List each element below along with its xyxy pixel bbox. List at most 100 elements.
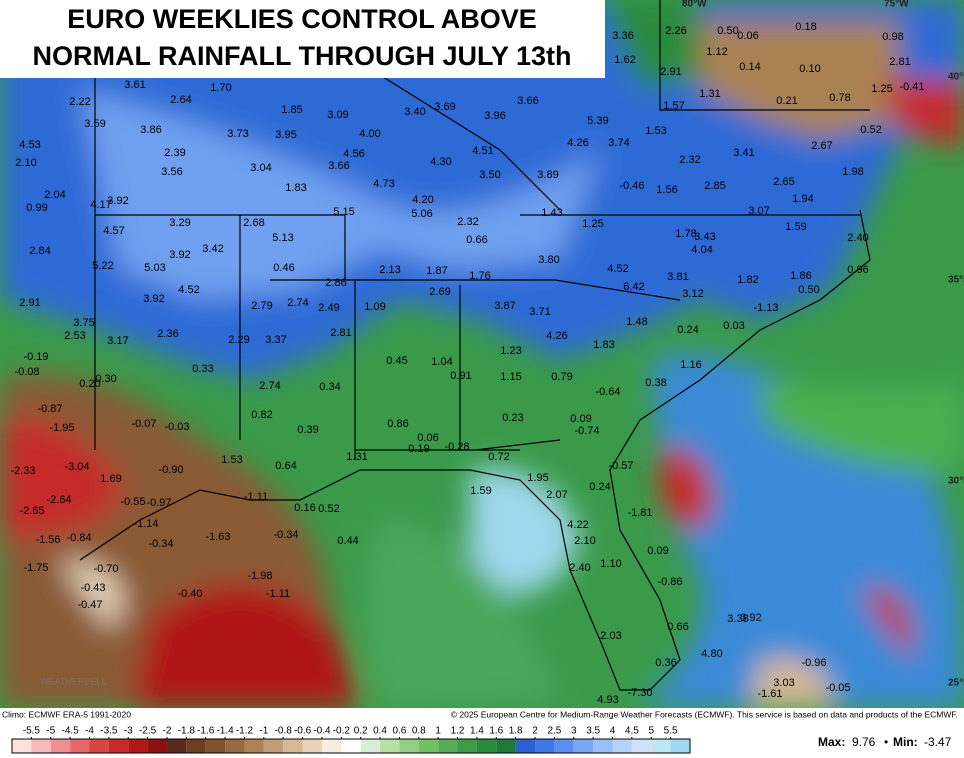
colorbar: -5.5 -5 -4.5 -4 -3.5 -3 -2.5 -2 -1.8 -1.6 -1.4 -1.2…	[11, 726, 691, 754]
value-label: 0.82	[251, 409, 272, 421]
value-label: -0.03	[164, 421, 189, 433]
value-label: -2.33	[10, 465, 35, 477]
value-label: -0.08	[14, 366, 39, 378]
value-label: 1.83	[593, 339, 614, 351]
value-label: -1.13	[753, 302, 778, 314]
value-label: 4.73	[373, 178, 394, 190]
colorbar-label: -5.5	[23, 726, 41, 737]
value-label: 1.87	[426, 265, 447, 277]
colorbar-swatch	[205, 739, 226, 753]
value-label: 2.69	[429, 286, 450, 298]
value-label: 0.24	[677, 324, 698, 336]
value-label: -0.87	[37, 403, 62, 415]
value-label: 5.39	[587, 115, 608, 127]
value-label: 0.33	[192, 363, 213, 375]
colorbar-swatch	[89, 739, 109, 753]
value-label: 3.40	[404, 106, 425, 118]
value-label: -0.86	[657, 576, 682, 588]
value-label: 0.39	[297, 424, 318, 436]
value-label: 2.67	[811, 140, 832, 152]
value-label: 1.31	[699, 88, 720, 100]
value-label: 3.38	[727, 613, 748, 625]
value-label: 0.03	[723, 320, 744, 332]
value-label: 0.36	[655, 657, 676, 669]
value-label: 0.18	[795, 21, 816, 33]
value-label: 1.83	[285, 182, 306, 194]
value-label: 3.95	[275, 129, 296, 141]
colorbar-swatch	[476, 739, 497, 753]
colorbar-swatch	[535, 739, 555, 753]
value-label: 2.68	[243, 217, 264, 229]
min-label: Min:	[893, 735, 918, 749]
separator: •	[884, 735, 888, 749]
value-label: 5.15	[333, 206, 354, 218]
colorbar-swatch	[554, 739, 574, 753]
colorbar-label: 1	[435, 726, 441, 737]
value-label: 4.56	[343, 148, 364, 160]
value-label: -1.56	[35, 534, 60, 546]
colorbar-swatch	[651, 739, 671, 753]
value-label: 2.36	[157, 328, 178, 340]
value-label: 3.92	[740, 612, 761, 624]
colorbar-label: 3.5	[586, 726, 600, 737]
colorbar-swatch	[166, 739, 187, 753]
colorbar-swatch	[70, 739, 90, 753]
value-label: 2.64	[170, 94, 191, 106]
value-label: 0.52	[318, 503, 339, 515]
value-label: 3.03	[773, 677, 794, 689]
value-label: 4.52	[607, 263, 628, 275]
value-label: 0.23	[502, 412, 523, 424]
value-label: 0.50	[717, 25, 738, 37]
value-label: 1.53	[645, 125, 666, 137]
colorbar-swatch	[612, 739, 632, 753]
value-label: 4.30	[430, 156, 451, 168]
value-label: 2.13	[379, 264, 400, 276]
value-label: -0.64	[595, 386, 620, 398]
value-label: 3.36	[612, 30, 633, 42]
colorbar-swatch	[380, 739, 400, 753]
value-label: 2.79	[251, 300, 272, 312]
colorbar-label: -1.8	[178, 726, 196, 737]
value-label: 0.16	[294, 502, 315, 514]
value-label: 4.20	[412, 194, 433, 206]
colorbar-swatch	[147, 739, 167, 753]
value-label: 3.56	[161, 166, 182, 178]
value-label: 1.78	[675, 228, 696, 240]
value-label: 1.94	[792, 193, 813, 205]
value-label: 2.22	[69, 96, 90, 108]
value-label: 4.51	[472, 145, 493, 157]
colorbar-swatch	[321, 739, 342, 753]
colorbar-swatch	[12, 739, 32, 753]
value-label: 0.99	[26, 202, 47, 214]
value-label: 0.86	[387, 418, 408, 430]
colorbar-swatch	[263, 739, 284, 753]
value-label: 2.53	[64, 330, 85, 342]
value-label: 1.15	[500, 371, 521, 383]
value-label: 0.30	[95, 373, 116, 385]
value-label: -0.96	[801, 657, 826, 669]
value-label: 1.25	[871, 83, 892, 95]
value-label: 3.42	[202, 243, 223, 255]
value-label: 1.09	[364, 301, 385, 313]
colorbar-swatch	[186, 739, 206, 753]
colorbar-label: 0.2	[354, 726, 368, 737]
value-label: -1.98	[247, 570, 272, 582]
value-label: 0.19	[408, 443, 429, 455]
colorbar-frame	[11, 738, 691, 754]
value-label: 2.32	[457, 216, 478, 228]
colorbar-swatch	[302, 739, 322, 753]
value-label: 2.81	[330, 327, 351, 339]
value-label: -0.41	[899, 81, 924, 93]
value-label: 0.38	[645, 377, 666, 389]
value-label: 1.10	[600, 558, 621, 570]
value-label: 3.66	[328, 160, 349, 172]
colorbar-swatch	[496, 739, 516, 753]
colorbar-label: 0.4	[373, 726, 387, 737]
colorbar-swatch	[128, 739, 148, 753]
value-label: 2.10	[15, 157, 36, 169]
value-label: 3.12	[682, 288, 703, 300]
value-label: -0.84	[66, 532, 91, 544]
value-label: 2.91	[660, 66, 681, 78]
value-label: 1.16	[680, 359, 701, 371]
